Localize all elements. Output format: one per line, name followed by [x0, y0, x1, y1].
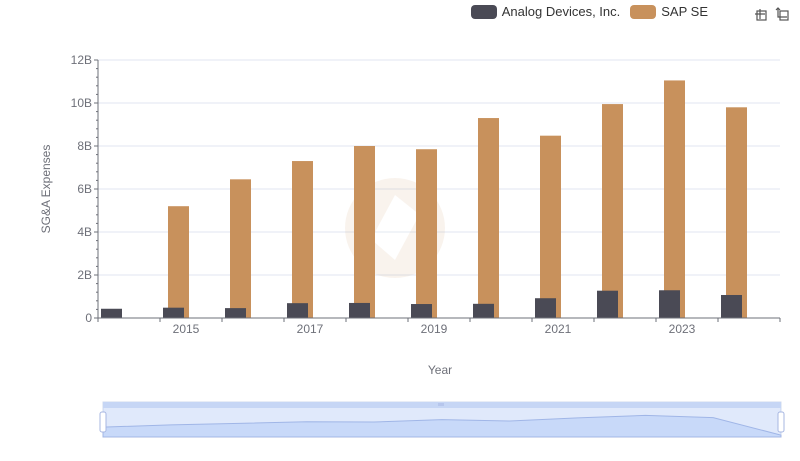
legend-label: SAP SE	[661, 4, 708, 19]
bar-sap-se-2017[interactable]	[354, 146, 375, 318]
y-tick-label: 12B	[71, 53, 92, 67]
zoom-drag-grip[interactable]	[438, 403, 444, 406]
y-axis-title: SG&A Expenses	[39, 145, 53, 234]
bar-sap-se-2022[interactable]	[664, 80, 685, 318]
toolbox	[748, 4, 792, 24]
y-tick-label: 4B	[77, 225, 92, 239]
bar-analog-devices-2021[interactable]	[535, 298, 556, 318]
legend: Analog Devices, Inc. SAP SE	[461, 4, 708, 19]
x-tick-label: 2019	[421, 322, 448, 336]
y-tick-label: 6B	[77, 182, 92, 196]
bars	[101, 80, 747, 318]
data-zoom-slider[interactable]	[99, 401, 785, 438]
y-tick-label: 0	[85, 311, 92, 325]
bar-sap-se-2014[interactable]	[168, 206, 189, 318]
legend-item-sap-se[interactable]: SAP SE	[630, 4, 708, 19]
zoom-preview-area	[102, 414, 782, 438]
bar-sap-se-2021[interactable]	[602, 104, 623, 318]
zoom-selection[interactable]	[103, 402, 781, 437]
y-tick-labels: 0 2B 4B 6B 8B 10B 12B	[71, 53, 98, 325]
restore-icon[interactable]	[772, 4, 792, 24]
y-tick-label: 10B	[71, 96, 92, 110]
legend-swatch	[630, 4, 657, 19]
x-axis-title: Year	[428, 363, 452, 377]
zoom-handle-left[interactable]	[99, 411, 107, 433]
x-tick-labels: 2015 2017 2019 2021 2023	[97, 318, 781, 336]
bar-sap-se-2023[interactable]	[726, 107, 747, 318]
bar-analog-devices-2014[interactable]	[101, 308, 122, 318]
bar-analog-devices-2015[interactable]	[163, 307, 184, 318]
bar-sap-se-2016[interactable]	[292, 161, 313, 318]
x-tick-label: 2023	[669, 322, 696, 336]
legend-label: Analog Devices, Inc.	[501, 4, 621, 19]
x-tick-label: 2017	[297, 322, 324, 336]
bar-analog-devices-2018[interactable]	[349, 302, 370, 318]
x-tick-label: 2015	[173, 322, 200, 336]
bar-analog-devices-2016[interactable]	[225, 308, 246, 318]
bar-sap-se-2020[interactable]	[540, 135, 561, 318]
bar-sap-se-2015[interactable]	[230, 179, 251, 318]
bar-sap-se-2018[interactable]	[416, 149, 437, 318]
y-tick-label: 2B	[77, 268, 92, 282]
legend-swatch	[470, 4, 497, 19]
zoom-handle-right[interactable]	[777, 411, 785, 433]
bar-analog-devices-2023[interactable]	[659, 290, 680, 318]
bar-analog-devices-2017[interactable]	[287, 303, 308, 318]
zoom-icon[interactable]	[750, 4, 770, 24]
legend-item-analog-devices[interactable]: Analog Devices, Inc.	[470, 4, 621, 19]
bar-analog-devices-2020[interactable]	[473, 303, 494, 318]
bar-analog-devices-2024[interactable]	[721, 294, 742, 318]
x-tick-label: 2021	[545, 322, 572, 336]
bar-analog-devices-2019[interactable]	[411, 304, 432, 318]
bar-analog-devices-2022[interactable]	[597, 290, 618, 318]
bar-sap-se-2019[interactable]	[478, 118, 499, 318]
y-tick-label: 8B	[77, 139, 92, 153]
